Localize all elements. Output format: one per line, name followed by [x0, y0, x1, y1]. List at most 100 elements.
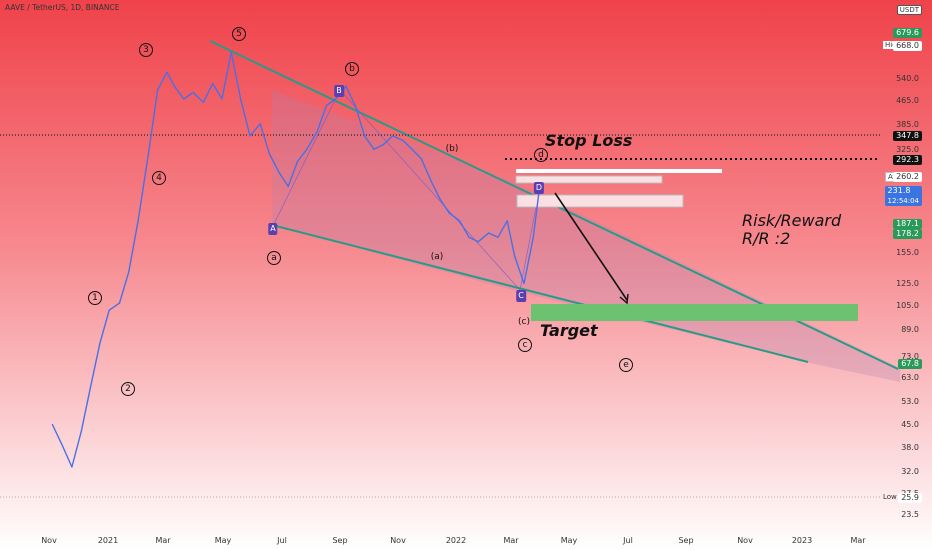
price-axis-label: 155.0: [896, 248, 919, 257]
price-point: [382, 144, 384, 146]
price-point: [477, 241, 479, 243]
price-point: [439, 198, 441, 200]
price-point: [230, 51, 232, 53]
price-point: [354, 105, 356, 107]
price-point: [118, 302, 121, 304]
time-axis-label: 2022: [445, 536, 467, 545]
low-label: Low: [883, 493, 897, 501]
wave-label-D: D: [533, 182, 545, 194]
lower-trendline: [271, 224, 809, 363]
price-point: [192, 91, 194, 94]
price-axis-label: 45.0: [901, 420, 919, 429]
price-point: [278, 171, 280, 173]
wave-label-pc: (c): [518, 317, 530, 327]
time-axis-label: Nov: [41, 536, 57, 545]
price-point: [532, 236, 534, 238]
wave-label-B: B: [334, 85, 344, 97]
time-axis-label: May: [560, 536, 578, 545]
time-axis-label: Mar: [155, 536, 171, 545]
last-price-tag: 231.8 12:54:04: [884, 186, 922, 206]
wave-label-A: A: [268, 223, 278, 235]
price-point: [259, 123, 261, 125]
stop-level-tag: 347.8: [893, 131, 922, 141]
price-point: [296, 160, 299, 163]
stop-line-tag: 292.3: [893, 155, 922, 165]
price-axis-label: 53.0: [901, 397, 919, 406]
level-a-tag: 187.1: [893, 219, 922, 229]
price-point: [468, 236, 470, 238]
risk-reward-label: Risk/Reward: [742, 211, 842, 230]
price-point: [212, 82, 214, 85]
wave-label-w1: 1: [88, 291, 102, 305]
stop-loss-label: Stop Loss: [545, 131, 633, 150]
price-point: [287, 185, 289, 188]
symbol-title[interactable]: AAVE / TetherUS, 1D, BINANCE: [5, 3, 120, 12]
price-point: [497, 236, 499, 238]
countdown-value: 12:54:04: [887, 197, 919, 205]
high-label: High: [883, 41, 904, 49]
price-point: [392, 135, 394, 137]
projection-arrow: [554, 192, 628, 301]
time-axis-label: Mar: [503, 536, 519, 545]
price-axis-label: 32.0: [901, 467, 919, 476]
avg-value-tag: 260.2: [893, 172, 922, 182]
price-point: [62, 445, 64, 447]
price-point: [183, 98, 185, 100]
price-point: [99, 342, 101, 344]
time-axis-label: 2021: [97, 536, 119, 545]
price-point: [108, 309, 110, 311]
price-axis-label: 73.0: [901, 352, 919, 361]
price-point: [316, 131, 318, 133]
arrow-head: [619, 293, 629, 305]
target-label: Target: [540, 321, 598, 340]
wave-lines: [271, 89, 541, 291]
stop-loss-zone: [516, 169, 722, 173]
price-point: [173, 85, 176, 87]
wave-label-pb: (b): [445, 144, 459, 154]
high-value-tag: 668.0: [893, 41, 922, 51]
price-tag-top: 679.6: [893, 28, 922, 38]
time-axis-label: Nov: [390, 536, 406, 545]
price-point: [325, 105, 327, 107]
price-point: [90, 386, 92, 388]
price-point: [249, 135, 251, 137]
price-point: [128, 271, 130, 273]
time-axis-label: Mar: [850, 536, 866, 545]
wave-label-d: d: [534, 148, 548, 162]
time-axis-label: Sep: [678, 536, 694, 545]
price-point: [306, 148, 308, 150]
level-b-tag: 178.2: [893, 229, 922, 239]
price-point: [420, 158, 422, 160]
price-point: [459, 220, 461, 222]
wave-label-C: C: [516, 290, 526, 302]
price-axis-label: 325.0: [896, 145, 919, 154]
price-point: [335, 98, 337, 100]
price-axis-label: 23.5: [901, 510, 919, 519]
price-point: [268, 153, 271, 155]
price-point: [221, 98, 223, 100]
price-point: [430, 179, 432, 182]
wave-label-c: c: [518, 338, 532, 352]
price-axis-label: 38.0: [901, 443, 919, 452]
price-point: [166, 71, 168, 73]
target-zone: [531, 304, 858, 321]
price-point: [402, 139, 404, 141]
wave-label-pa: (a): [430, 252, 444, 262]
price-axis-label: 125.0: [896, 279, 919, 288]
time-axis-label: 2023: [791, 536, 813, 545]
wave-label-w2: 2: [121, 382, 135, 396]
wave-label-w5: 5: [232, 27, 246, 41]
price-point: [448, 212, 450, 214]
price-axis-label: 465.0: [896, 96, 919, 105]
price-point: [157, 88, 159, 91]
price-point: [80, 430, 82, 432]
wave-label-w4: 4: [152, 171, 166, 185]
currency-button[interactable]: USDT: [896, 5, 922, 15]
price-point: [51, 423, 54, 426]
last-price-value: 231.8: [887, 186, 911, 195]
low-value-tag: 25.9: [898, 493, 922, 503]
price-point: [202, 101, 204, 103]
price-axis-label: 105.0: [896, 301, 919, 310]
